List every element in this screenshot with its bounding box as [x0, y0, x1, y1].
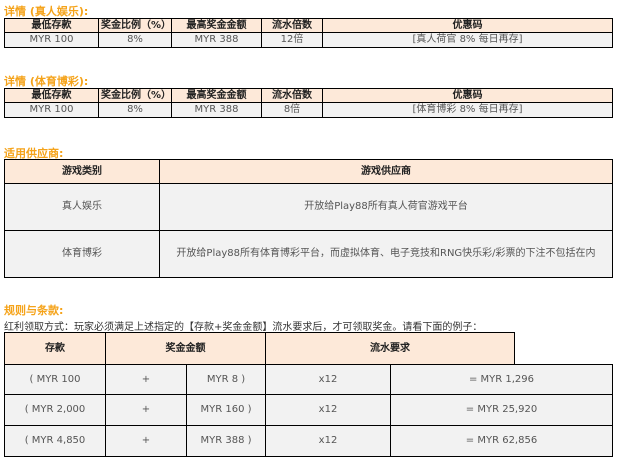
live-details-table: 最低存款 奖金比例（%） 最高奖金金额 流水倍数 优惠码 MYR 100 8% MYR 38…	[4, 18, 613, 48]
cell: 开放给Play88所有真人荷官游戏平台	[159, 183, 613, 231]
cell: x12	[265, 394, 391, 426]
header-cell: 存款	[4, 332, 106, 365]
table-row: ( MYR 2,000 + MYR 160 ) x12 = MYR 25,920	[4, 394, 613, 426]
promo-code: [真人荷官 8% 每日再存]	[322, 32, 613, 48]
cell: = MYR 25,920	[390, 394, 613, 426]
cell: x12	[265, 425, 391, 457]
cell: ( MYR 2,000	[4, 394, 106, 426]
header-cell: 奖金比例（%）	[98, 18, 172, 33]
cell: = MYR 1,296	[390, 364, 613, 395]
header-cell: 优惠码	[322, 18, 613, 33]
rules-title: 规则与条款:	[4, 304, 64, 317]
cell: = MYR 62,856	[390, 425, 613, 457]
header-cell: 最低存款	[4, 88, 99, 103]
header-cell: 流水要求	[265, 332, 515, 365]
rules-table: 存款 奖金金额 流水要求 ( MYR 100 + MYR 8 ) x12 = MYR 1,2…	[4, 332, 613, 457]
cell: MYR 388 )	[186, 425, 266, 457]
table-row: ( MYR 100 + MYR 8 ) x12 = MYR 1,296	[4, 364, 613, 395]
cell: ( MYR 4,850	[4, 425, 106, 457]
sports-details-title: 详情 (体育博彩):	[4, 75, 89, 88]
table-row: MYR 100 8% MYR 388 8倍 [体育博彩 8% 每日再存]	[4, 102, 613, 118]
cell: +	[105, 364, 187, 395]
cell: +	[105, 394, 187, 426]
table-row: 体育博彩 开放给Play88所有体育博彩平台，而虚拟体育、电子竞技和RNG快乐彩/…	[4, 230, 613, 278]
cell: x12	[265, 364, 391, 395]
live-details-title: 详情 (真人娱乐):	[4, 5, 89, 18]
sports-details-table: 最低存款 奖金比例（%） 最高奖金金额 流水倍数 优惠码 MYR 100 8% MYR 38…	[4, 88, 613, 118]
cell: ( MYR 100	[4, 364, 106, 395]
cell: 8%	[98, 102, 172, 118]
cell: 8%	[98, 32, 172, 48]
rules-note: 红利领取方式：玩家必须满足上述指定的【存款+奖金金额】流水要求后，才可领取奖金。…	[4, 322, 483, 333]
table-row: 真人娱乐 开放给Play88所有真人荷官游戏平台	[4, 183, 613, 231]
cell: MYR 100	[4, 32, 99, 48]
cell: MYR 388	[171, 32, 262, 48]
header-cell: 游戏类别	[4, 159, 160, 184]
header-cell: 优惠码	[322, 88, 613, 103]
table-row: MYR 100 8% MYR 388 12倍 [真人荷官 8% 每日再存]	[4, 32, 613, 48]
cell: +	[105, 425, 187, 457]
header-cell: 奖金比例（%）	[98, 88, 172, 103]
cell: 8倍	[261, 102, 323, 118]
cell: 真人娱乐	[4, 183, 160, 231]
table-row: ( MYR 4,850 + MYR 388 ) x12 = MYR 62,856	[4, 425, 613, 457]
header-cell: 流水倍数	[261, 88, 323, 103]
promo-code: [体育博彩 8% 每日再存]	[322, 102, 613, 118]
cell: 体育博彩	[4, 230, 160, 278]
cell: MYR 100	[4, 102, 99, 118]
header-cell: 流水倍数	[261, 18, 323, 33]
cell: MYR 160 )	[186, 394, 266, 426]
cell: MYR 388	[171, 102, 262, 118]
cell: MYR 8 )	[186, 364, 266, 395]
header-cell: 最低存款	[4, 18, 99, 33]
header-cell: 最高奖金金额	[171, 88, 262, 103]
header-cell: 最高奖金金额	[171, 18, 262, 33]
cell: 12倍	[261, 32, 323, 48]
cell: 开放给Play88所有体育博彩平台，而虚拟体育、电子竞技和RNG快乐彩/彩票的下…	[159, 230, 613, 278]
providers-title: 适用供应商:	[4, 147, 64, 160]
providers-table: 游戏类别 游戏供应商 真人娱乐 开放给Play88所有真人荷官游戏平台 体育博彩 开放…	[4, 159, 613, 278]
header-cell: 游戏供应商	[159, 159, 613, 184]
header-cell: 奖金金额	[105, 332, 266, 365]
